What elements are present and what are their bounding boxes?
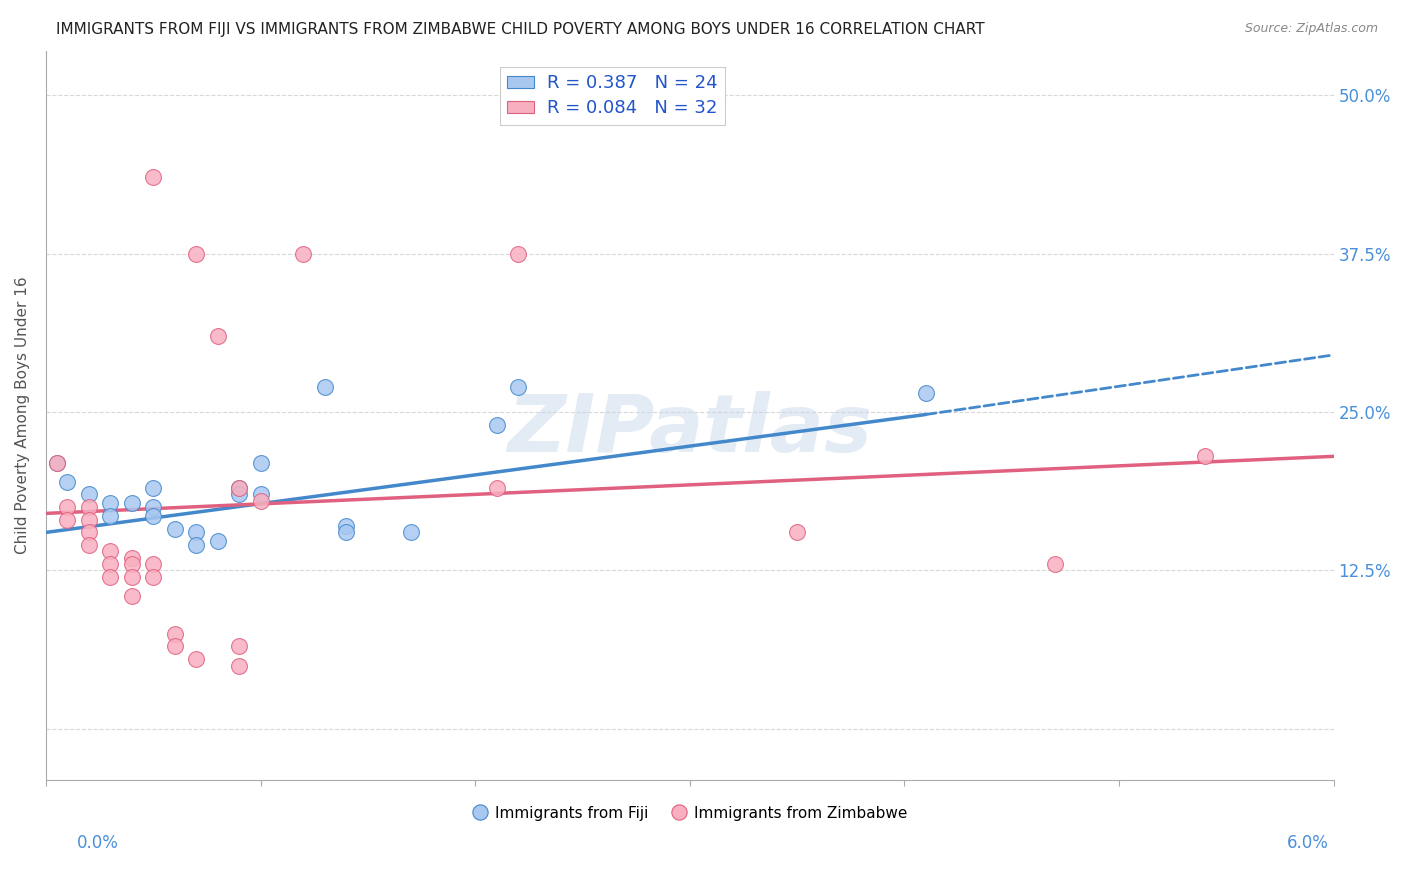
Point: [121, 496, 143, 510]
Text: ZIPatlas: ZIPatlas: [508, 391, 872, 468]
Point: [228, 487, 250, 501]
Point: [98, 570, 121, 584]
Point: [335, 525, 357, 540]
Point: [186, 525, 208, 540]
Y-axis label: Child Poverty Among Boys Under 16: Child Poverty Among Boys Under 16: [15, 277, 30, 554]
Point: [249, 493, 271, 508]
Point: [45, 456, 67, 470]
Text: Source: ZipAtlas.com: Source: ZipAtlas.com: [1244, 22, 1378, 36]
Point: [249, 456, 271, 470]
Point: [786, 525, 808, 540]
Text: IMMIGRANTS FROM FIJI VS IMMIGRANTS FROM ZIMBABWE CHILD POVERTY AMONG BOYS UNDER : IMMIGRANTS FROM FIJI VS IMMIGRANTS FROM …: [56, 22, 984, 37]
Point: [163, 640, 186, 654]
Point: [77, 500, 100, 514]
Point: [98, 557, 121, 571]
Point: [186, 538, 208, 552]
Point: [163, 522, 186, 536]
Point: [228, 481, 250, 495]
Point: [142, 481, 165, 495]
Point: [506, 379, 529, 393]
Text: 0.0%: 0.0%: [77, 834, 120, 852]
Point: [56, 475, 79, 489]
Point: [77, 525, 100, 540]
Point: [142, 570, 165, 584]
Point: [121, 589, 143, 603]
Point: [121, 557, 143, 571]
Point: [506, 246, 529, 260]
Point: [121, 570, 143, 584]
Point: [228, 640, 250, 654]
Point: [56, 513, 79, 527]
Point: [1194, 450, 1216, 464]
Point: [228, 658, 250, 673]
Point: [77, 538, 100, 552]
Point: [207, 329, 229, 343]
Point: [335, 519, 357, 533]
Point: [314, 379, 336, 393]
Point: [142, 557, 165, 571]
Point: [121, 550, 143, 565]
Point: [77, 513, 100, 527]
Point: [45, 456, 67, 470]
Point: [485, 481, 508, 495]
Point: [186, 652, 208, 666]
Point: [914, 386, 936, 401]
Point: [98, 496, 121, 510]
Point: [399, 525, 422, 540]
Point: [56, 500, 79, 514]
Text: 6.0%: 6.0%: [1286, 834, 1329, 852]
Point: [292, 246, 315, 260]
Legend: Immigrants from Fiji, Immigrants from Zimbabwe: Immigrants from Fiji, Immigrants from Zi…: [465, 799, 914, 827]
Point: [485, 417, 508, 432]
Point: [142, 500, 165, 514]
Point: [1043, 557, 1066, 571]
Point: [142, 508, 165, 523]
Point: [98, 544, 121, 558]
Point: [186, 246, 208, 260]
Point: [98, 508, 121, 523]
Point: [142, 170, 165, 185]
Point: [249, 487, 271, 501]
Point: [228, 481, 250, 495]
Point: [163, 627, 186, 641]
Point: [207, 534, 229, 549]
Point: [77, 487, 100, 501]
